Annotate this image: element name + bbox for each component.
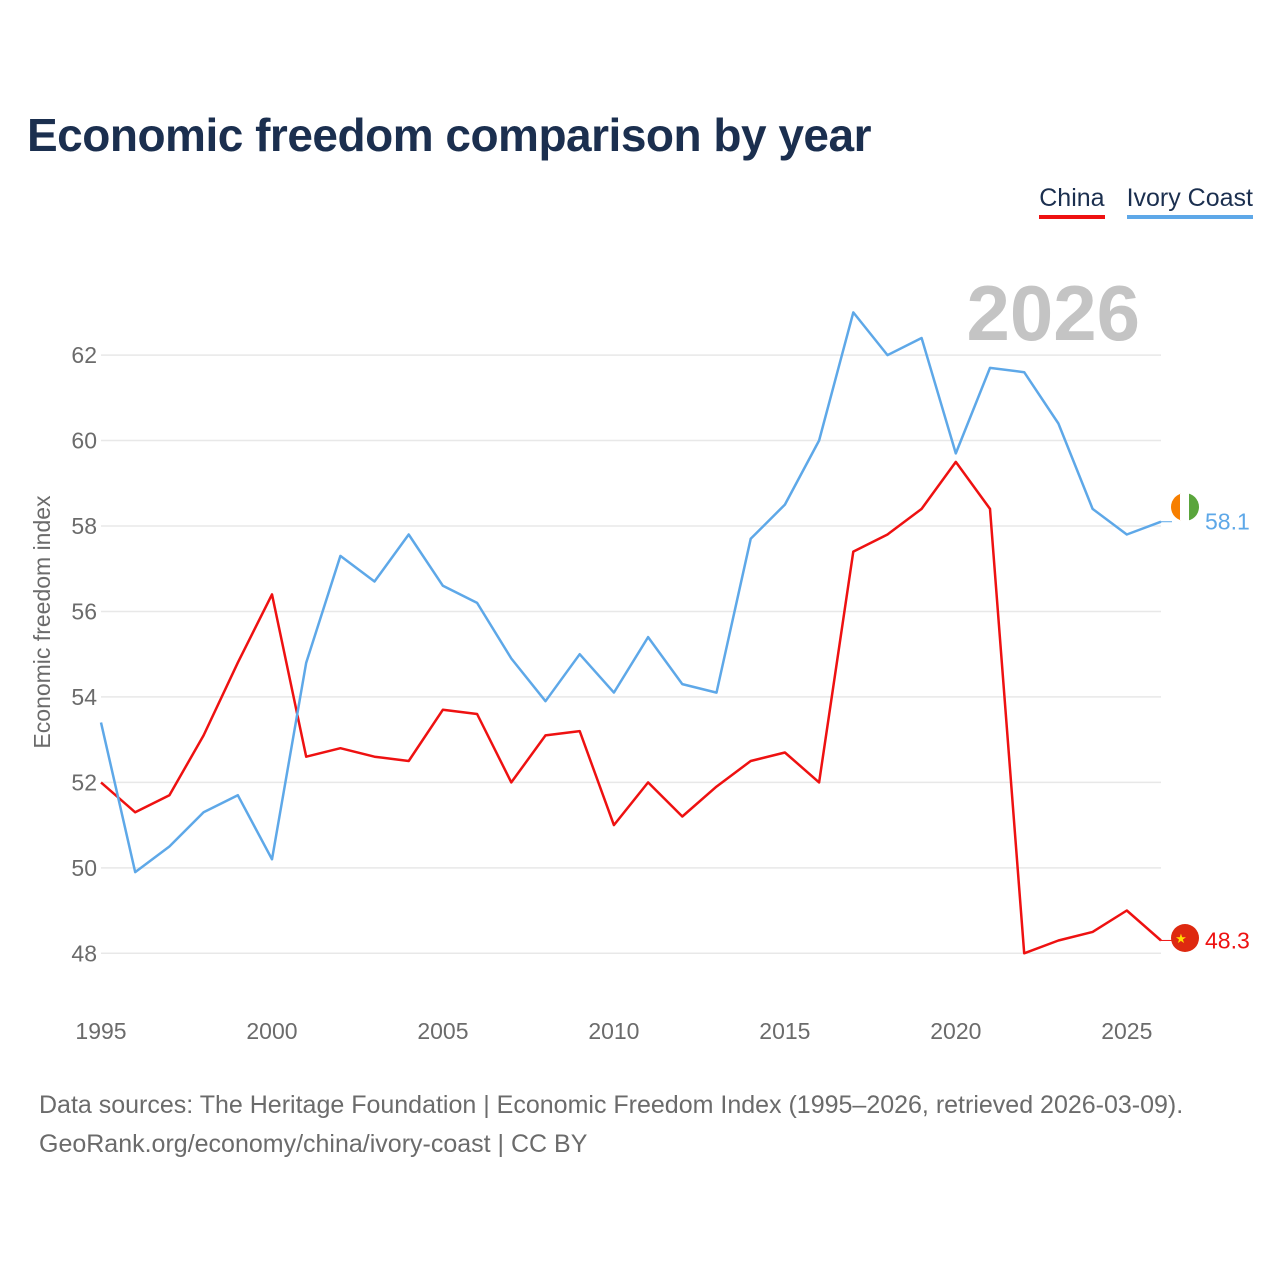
ivory-coast-flag-icon: [1171, 493, 1199, 521]
x-tick-label: 2020: [930, 1018, 981, 1044]
x-tick-label: 2015: [759, 1018, 810, 1044]
y-tick-label: 62: [71, 342, 97, 368]
y-tick-label: 50: [71, 855, 97, 881]
x-tick-label: 2000: [246, 1018, 297, 1044]
svg-text:★: ★: [1175, 932, 1187, 947]
y-tick-label: 60: [71, 428, 97, 454]
y-tick-label: 54: [71, 684, 97, 710]
current-year-watermark: 2026: [966, 269, 1140, 357]
end-value-label-ivory-coast: 58.1: [1205, 509, 1250, 535]
attribution-link[interactable]: GeoRank.org/economy/china/ivory-coast | …: [39, 1125, 1183, 1164]
line-chart: 2026 Economic freedom index 48 50 52 54 56 58…: [0, 0, 1280, 1080]
footer: Data sources: The Heritage Foundation | …: [39, 1086, 1183, 1164]
china-flag-icon: ★: [1171, 924, 1199, 952]
y-axis-label: Economic freedom index: [29, 495, 55, 749]
y-tick-label: 52: [71, 769, 97, 795]
end-value-label-china: 48.3: [1205, 927, 1250, 953]
x-tick-label: 2025: [1101, 1018, 1152, 1044]
y-tick-label: 48: [71, 940, 97, 966]
x-tick-label: 2010: [588, 1018, 639, 1044]
series-line-ivory-coast[interactable]: [101, 312, 1161, 872]
data-source-note: Data sources: The Heritage Foundation | …: [39, 1086, 1183, 1125]
x-tick-label: 2005: [417, 1018, 468, 1044]
y-tick-label: 56: [71, 598, 97, 624]
series-line-china[interactable]: [101, 462, 1161, 953]
x-tick-label: 1995: [75, 1018, 126, 1044]
y-tick-label: 58: [71, 513, 97, 539]
